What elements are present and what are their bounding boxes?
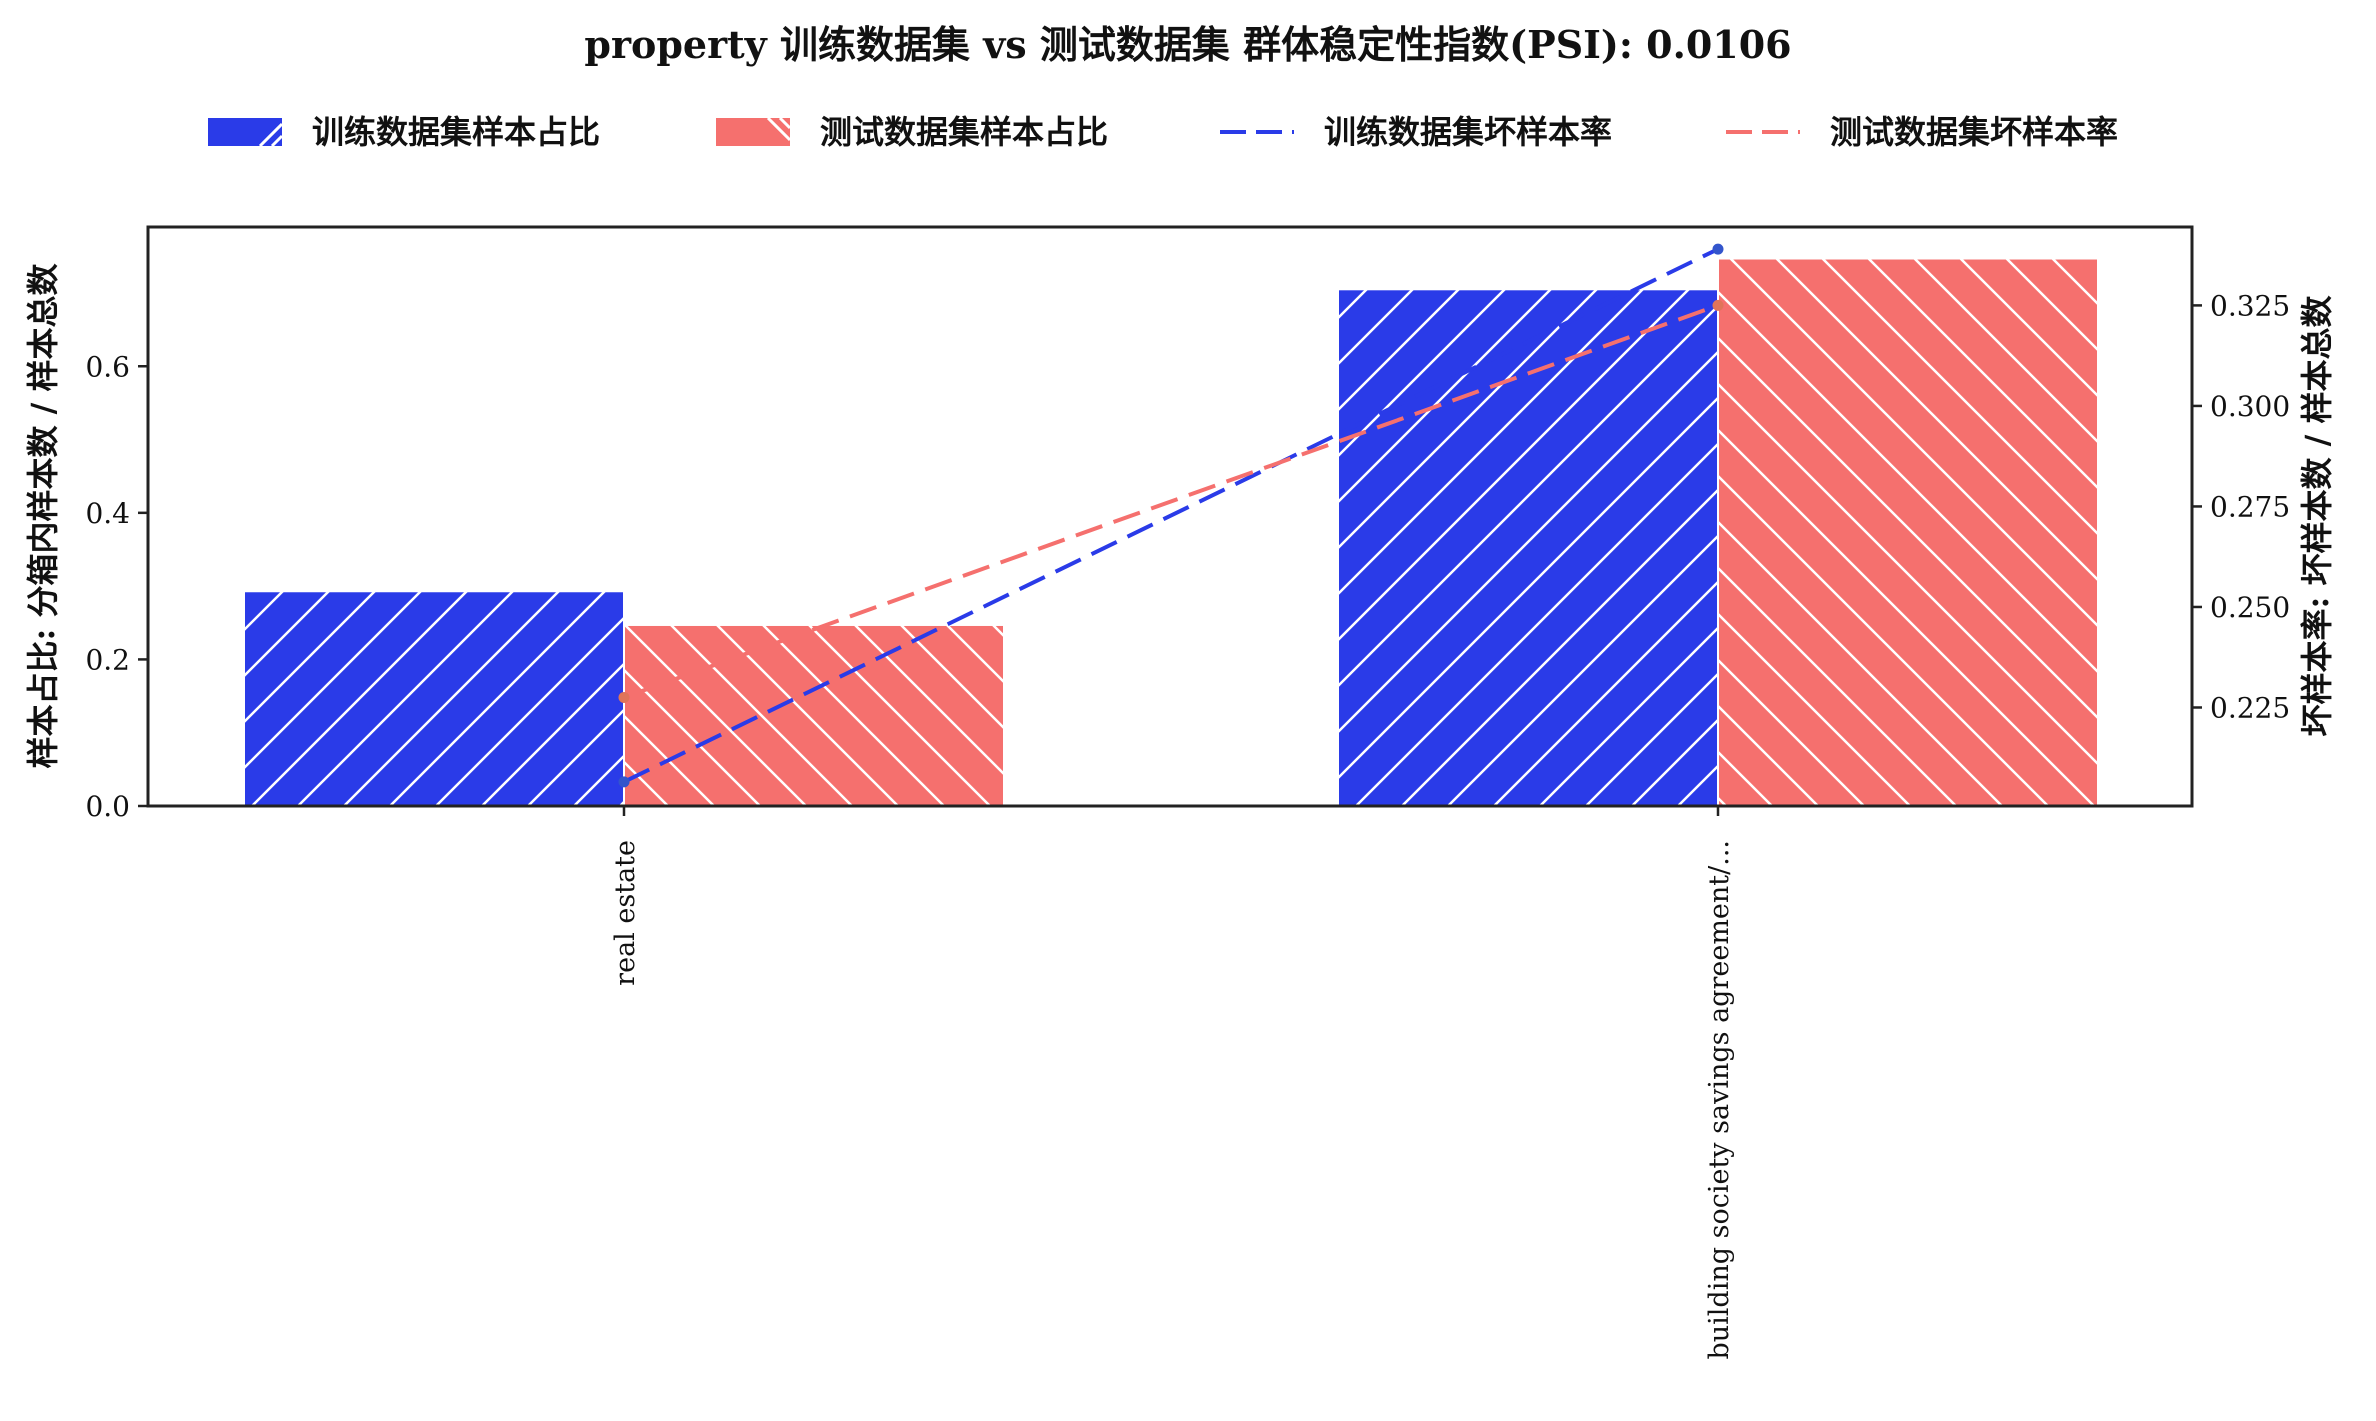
legend-hatch <box>258 122 284 148</box>
point-test-0 <box>618 691 630 703</box>
y-axis-label-left: 样本占比: 分箱内样本数 / 样本总数 <box>24 263 62 769</box>
legend-item-3: 测试数据集坏样本率 <box>1726 113 2118 151</box>
legend-label: 训练数据集样本占比 <box>312 113 600 151</box>
point-train-0 <box>618 776 630 788</box>
line-test-bad-rate <box>623 303 1719 700</box>
point-test-1 <box>1712 299 1724 311</box>
legend-label: 测试数据集坏样本率 <box>1830 113 2118 151</box>
legend-hatch <box>766 116 792 142</box>
legend-item-0: 训练数据集样本占比 <box>208 113 600 151</box>
bar-test-1 <box>1717 257 2099 807</box>
bar-hatch <box>1718 258 2098 806</box>
bar-hatch <box>244 591 624 806</box>
y-tick-label-left: 0.2 <box>85 643 130 676</box>
chart-title: property 训练数据集 vs 测试数据集 群体稳定性指数(PSI): 0.… <box>584 22 1791 67</box>
y-tick-label-left: 0.4 <box>85 497 130 530</box>
y-tick-label-left: 0.0 <box>85 790 130 823</box>
point-train-1 <box>1712 243 1724 255</box>
legend-label: 训练数据集坏样本率 <box>1324 113 1612 151</box>
x-axis: real estate building society savings agre… <box>610 806 1735 1360</box>
y-tick-label-right: 0.275 <box>2210 490 2290 523</box>
line-train-bad-rate <box>623 247 1719 784</box>
y-tick-label-right: 0.300 <box>2210 390 2290 423</box>
bar-train-1 <box>1337 288 1719 807</box>
bars-layer <box>243 257 2099 807</box>
bar-train-0 <box>243 590 625 807</box>
left-axis: 0.0 0.2 0.4 0.6 <box>85 350 148 823</box>
x-tick-label: real estate <box>610 840 641 986</box>
plot-frame <box>146 225 2194 808</box>
legend-item-2: 训练数据集坏样本率 <box>1220 113 1612 151</box>
legend-swatch <box>208 118 282 146</box>
y-tick-label-left: 0.6 <box>85 350 130 383</box>
x-tick-label: building society savings agreement/... <box>1704 840 1735 1360</box>
y-tick-label-right: 0.225 <box>2210 691 2290 724</box>
bar-hatch <box>624 624 1004 806</box>
legend-swatch <box>716 118 790 146</box>
y-tick-label-right: 0.250 <box>2210 591 2290 624</box>
right-axis: 0.225 0.250 0.275 0.300 0.325 <box>2192 289 2290 724</box>
legend-item-1: 测试数据集样本占比 <box>716 113 1108 151</box>
y-tick-label-right: 0.325 <box>2210 289 2290 322</box>
y-axis-label-right: 坏样本率: 坏样本数 / 样本总数 <box>2298 295 2336 737</box>
lines-layer <box>618 243 1724 788</box>
bar-test-0 <box>623 623 1005 807</box>
bar-hatch <box>1338 289 1718 806</box>
legend: 训练数据集样本占比 测试数据集样本占比 训练数据集坏样本率 测试数据集坏样本率 <box>208 113 2118 151</box>
legend-label: 测试数据集样本占比 <box>820 113 1108 151</box>
